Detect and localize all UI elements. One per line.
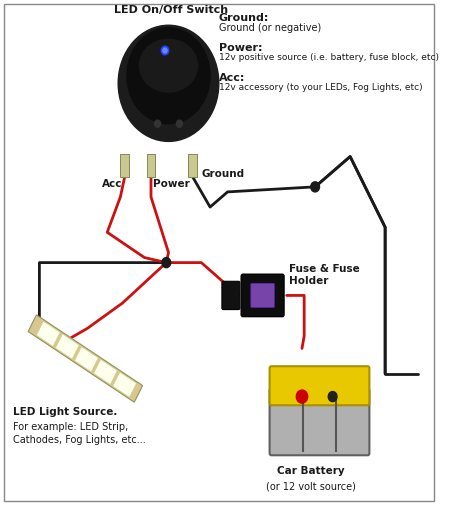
Text: Fuse & Fuse: Fuse & Fuse [289, 264, 360, 274]
Text: Holder: Holder [289, 276, 328, 286]
Ellipse shape [139, 39, 198, 92]
Circle shape [176, 120, 182, 127]
Text: 12v positive source (i.e. battery, fuse block, etc): 12v positive source (i.e. battery, fuse … [219, 53, 439, 62]
Text: (or 12 volt source): (or 12 volt source) [266, 481, 356, 491]
FancyBboxPatch shape [270, 389, 369, 456]
Polygon shape [36, 321, 60, 346]
Circle shape [127, 28, 210, 124]
Polygon shape [113, 372, 137, 397]
Text: Ground (or negative): Ground (or negative) [219, 23, 321, 33]
FancyBboxPatch shape [120, 154, 129, 177]
FancyBboxPatch shape [146, 154, 155, 177]
Text: LED Light Source.: LED Light Source. [13, 407, 118, 417]
Polygon shape [28, 315, 143, 402]
FancyBboxPatch shape [241, 274, 284, 317]
Circle shape [155, 120, 161, 127]
Polygon shape [55, 334, 79, 359]
FancyBboxPatch shape [222, 281, 240, 310]
Polygon shape [74, 347, 98, 372]
Polygon shape [94, 360, 118, 384]
FancyBboxPatch shape [270, 366, 369, 405]
Text: 12v accessory (to your LEDs, Fog Lights, etc): 12v accessory (to your LEDs, Fog Lights,… [219, 83, 422, 92]
Text: Ground:: Ground: [219, 13, 269, 23]
Text: Acc: Acc [102, 179, 123, 189]
Text: Power: Power [153, 179, 190, 189]
Circle shape [162, 258, 171, 268]
Text: Ground: Ground [201, 169, 245, 179]
Circle shape [296, 390, 308, 403]
Circle shape [163, 48, 167, 53]
Circle shape [118, 25, 219, 141]
Circle shape [161, 46, 169, 55]
Text: For example: LED Strip,: For example: LED Strip, [13, 422, 128, 432]
Circle shape [328, 391, 337, 401]
FancyBboxPatch shape [188, 154, 197, 177]
Text: LED On/Off Switch: LED On/Off Switch [114, 5, 228, 15]
Text: Acc:: Acc: [219, 73, 245, 83]
Text: Car Battery: Car Battery [277, 466, 345, 476]
Text: Power:: Power: [219, 43, 262, 53]
Circle shape [311, 182, 319, 192]
FancyBboxPatch shape [251, 283, 274, 308]
Text: Cathodes, Fog Lights, etc...: Cathodes, Fog Lights, etc... [13, 435, 146, 445]
